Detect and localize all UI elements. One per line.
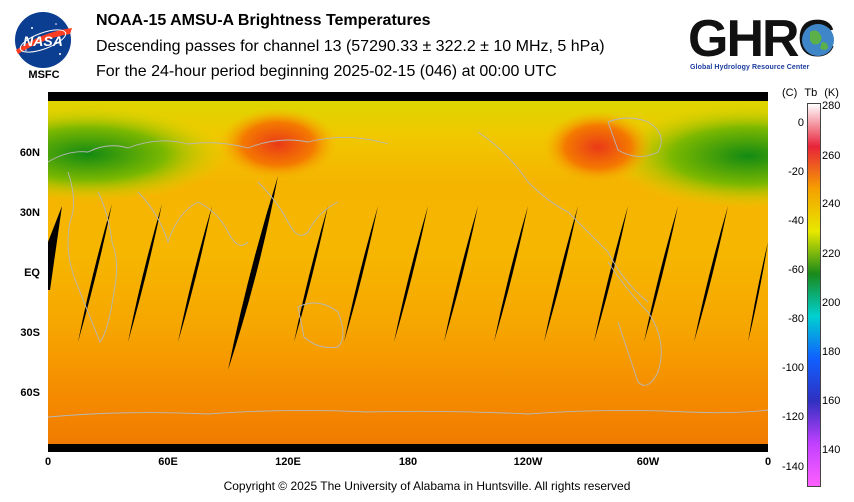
lat-label-30s: 30S [20,327,40,339]
lon-label-0-right: 0 [764,456,772,468]
colorbar-tick-k1: 260 [822,150,841,162]
lon-label-180: 180 [398,456,418,468]
colorbar-tick-c3: -60 [788,264,804,276]
colorbar-tick-k2: 240 [822,198,841,210]
colorbar-tick-c5: -100 [781,362,804,374]
colorbar-unit-celsius: (C) [782,87,798,99]
colorbar-tick-k5: 180 [822,346,841,358]
lat-label-30n: 30N [19,207,40,219]
colorbar-tick-c6: -120 [781,411,804,423]
lat-label-60n: 60N [19,147,40,159]
channel-description: Descending passes for channel 13 (57290.… [96,38,605,55]
page-title: NOAA-15 AMSU-A Brightness Temperatures [96,12,431,29]
period-description: For the 24-hour period beginning 2025-02… [96,63,557,80]
colorbar-unit-tb: Tb [804,87,818,99]
brightness-temperature-map [48,92,768,452]
lon-label-120e: 120E [275,456,301,468]
lon-label-60e: 60E [158,456,178,468]
colorbar-tick-k0: 280 [822,100,841,112]
colorbar-tick-k3: 220 [822,248,841,260]
colorbar-tick-c2: -40 [788,215,804,227]
copyright-notice: Copyright © 2025 The University of Alaba… [223,479,631,493]
colorbar [807,103,821,487]
lon-label-120w: 120W [513,456,543,468]
colorbar-tick-k6: 160 [822,395,841,407]
nasa-logo: NASA [15,12,72,68]
colorbar-tick-k7: 140 [822,444,841,456]
colorbar-tick-c0: 0 [797,117,804,129]
lat-label-60s: 60S [20,387,40,399]
msfc-label: MSFC [28,69,60,81]
lat-label-eq: EQ [24,267,40,279]
ghrc-logo: GHRC [688,10,837,66]
nasa-logo-text: NASA [23,33,63,49]
ghrc-full-name: Global Hydrology Resource Center [690,64,810,71]
colorbar-tick-c4: -80 [788,313,804,325]
lon-label-60w: 60W [636,456,660,468]
colorbar-unit-kelvin: (K) [824,87,839,99]
colorbar-tick-c7: -140 [781,461,804,473]
colorbar-tick-k4: 200 [822,297,841,309]
colorbar-tick-c1: -20 [788,166,804,178]
coastlines [48,117,768,418]
lon-label-0-left: 0 [44,456,52,468]
